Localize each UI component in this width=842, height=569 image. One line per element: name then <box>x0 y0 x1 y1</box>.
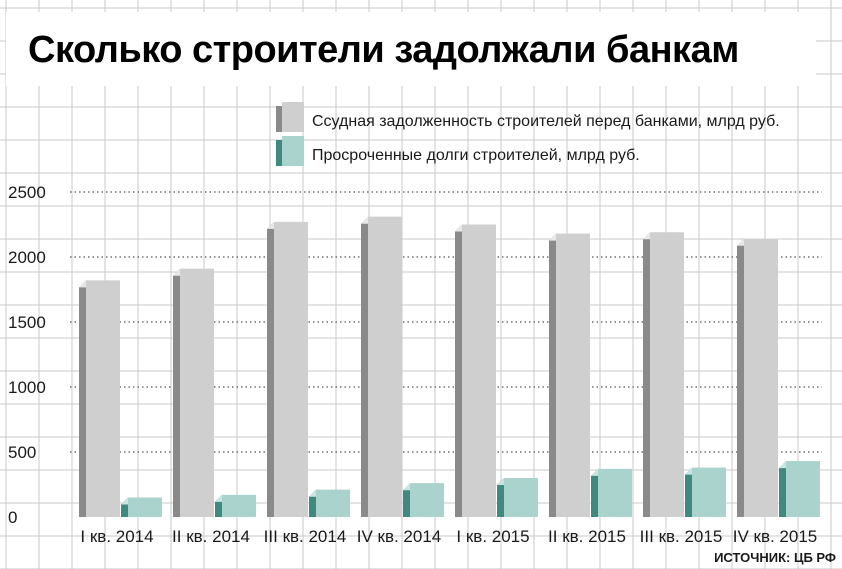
bar-overdue <box>598 468 632 517</box>
legend: Ссудная задолженность строителей перед б… <box>276 102 780 166</box>
bar-debt <box>650 232 684 518</box>
legend-label-series-1: Ссудная задолженность строителей перед б… <box>312 113 780 130</box>
y-gridlines <box>70 191 822 453</box>
bar-debt <box>556 233 590 517</box>
bar-side <box>549 233 556 517</box>
y-tick-label: 0 <box>8 508 17 527</box>
bar-debt <box>274 221 308 517</box>
bar-side <box>685 467 692 517</box>
bar-side <box>173 268 180 517</box>
x-tick-label: III кв. 2014 <box>264 527 347 546</box>
bar-side <box>497 478 504 517</box>
bar-side <box>403 483 410 517</box>
chart-title: Сколько строители задолжали банкам <box>28 29 739 71</box>
title-panel <box>6 12 816 86</box>
bars <box>79 216 820 518</box>
bar-overdue <box>222 494 256 517</box>
source-note: ИСТОЧНИК: ЦБ РФ <box>714 550 836 565</box>
legend-swatch-series-1-side <box>276 106 282 132</box>
bar-debt <box>368 216 402 517</box>
x-tick-label: I кв. 2014 <box>80 527 153 546</box>
legend-swatch-series-2 <box>282 136 304 166</box>
legend-swatch-series-1 <box>282 102 304 132</box>
bar-side <box>779 461 786 517</box>
bar-side <box>455 224 462 517</box>
y-tick-label: 2500 <box>8 183 46 202</box>
bar-side <box>643 232 650 518</box>
x-tick-label: IV кв. 2014 <box>357 527 442 546</box>
y-tick-label: 1000 <box>8 378 46 397</box>
bar-side <box>79 280 86 517</box>
legend-label-series-2: Просроченные долги строителей, млрд руб. <box>312 147 640 164</box>
x-axis: I кв. 2014 II кв. 2014 III кв. 2014 IV кв. … <box>80 527 817 546</box>
x-tick-label: I кв. 2015 <box>456 527 529 546</box>
y-tick-label: 1500 <box>8 313 46 332</box>
bar-side <box>361 216 368 517</box>
bar-overdue <box>692 467 726 517</box>
x-tick-label: IV кв. 2015 <box>733 527 818 546</box>
y-tick-label: 2000 <box>8 248 46 267</box>
legend-swatch-series-2-side <box>276 140 282 166</box>
bar-side <box>737 238 744 518</box>
bar-debt <box>462 224 496 517</box>
bar-debt <box>86 280 120 517</box>
bar-overdue <box>128 497 162 517</box>
bar-overdue <box>786 461 820 517</box>
legend-item-series-2: Просроченные долги строителей, млрд руб. <box>276 136 640 166</box>
x-tick-label: II кв. 2015 <box>548 527 626 546</box>
bar-overdue <box>316 489 350 517</box>
bar-overdue <box>410 483 444 517</box>
x-tick-label: II кв. 2014 <box>172 527 250 546</box>
y-axis: 0 500 1000 1500 2000 2500 <box>8 183 46 527</box>
bar-overdue <box>504 478 538 517</box>
bar-side <box>267 221 274 517</box>
bar-debt <box>180 268 214 517</box>
bar-side <box>591 468 598 517</box>
legend-item-series-1: Ссудная задолженность строителей перед б… <box>276 102 780 132</box>
bar-debt <box>744 238 778 518</box>
y-tick-label: 500 <box>8 443 36 462</box>
x-tick-label: III кв. 2015 <box>640 527 723 546</box>
